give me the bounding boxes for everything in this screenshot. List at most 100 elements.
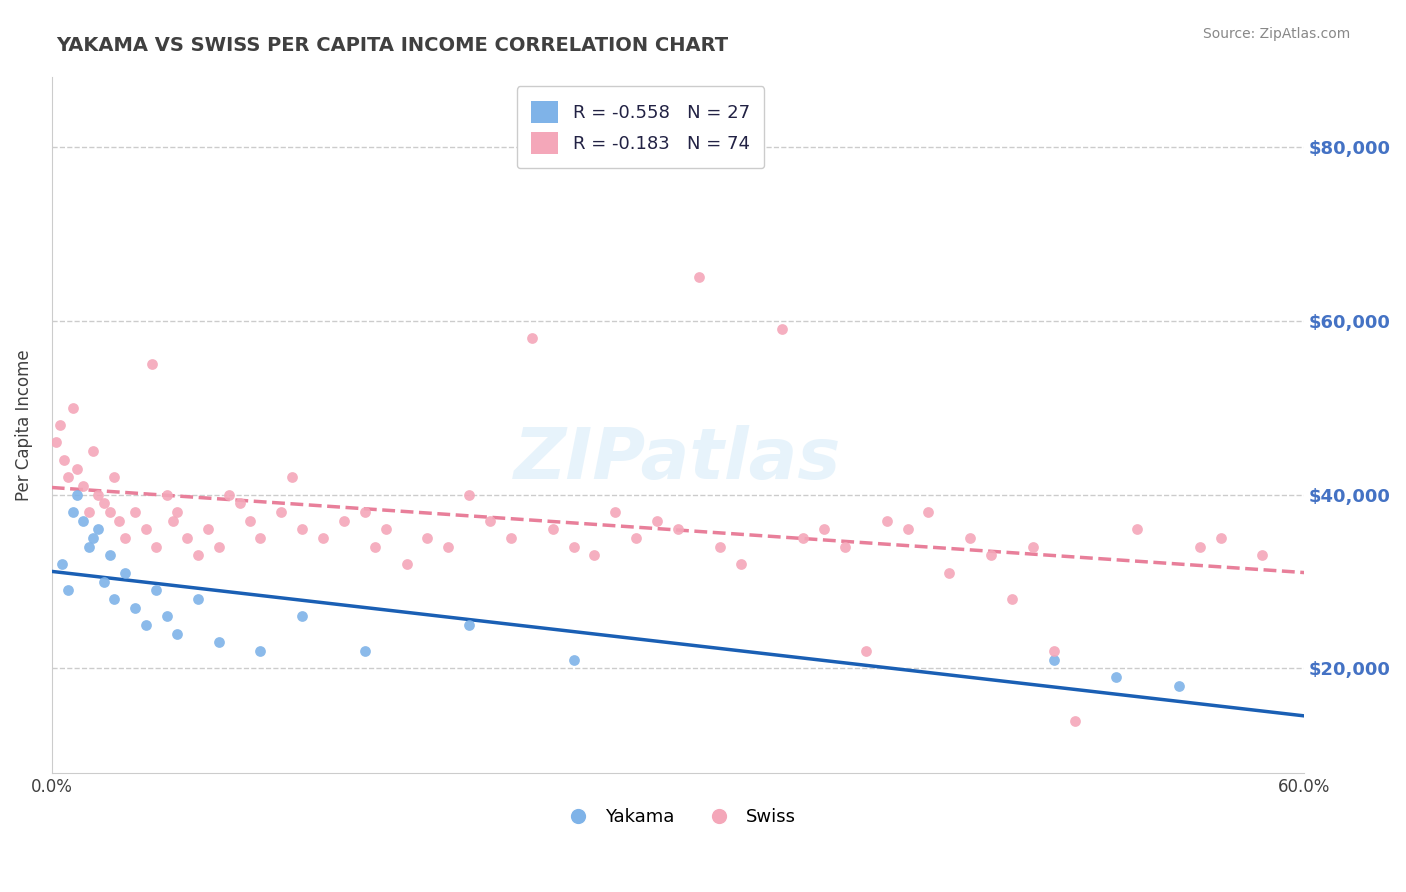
Point	[114, 566, 136, 580]
Point	[1105, 670, 1128, 684]
Point	[855, 644, 877, 658]
Text: YAKAMA VS SWISS PER CAPITA INCOME CORRELATION CHART: YAKAMA VS SWISS PER CAPITA INCOME CORREL…	[56, 36, 728, 54]
Point	[86, 522, 108, 536]
Point	[124, 505, 146, 519]
Point	[709, 540, 731, 554]
Point	[155, 488, 177, 502]
Point	[82, 531, 104, 545]
Point	[281, 470, 304, 484]
Point	[66, 488, 89, 502]
Point	[1209, 531, 1232, 545]
Point	[72, 514, 94, 528]
Point	[813, 522, 835, 536]
Point	[1167, 679, 1189, 693]
Point	[416, 531, 439, 545]
Point	[239, 514, 262, 528]
Point	[1001, 591, 1024, 606]
Point	[103, 470, 125, 484]
Point	[624, 531, 647, 545]
Point	[458, 488, 481, 502]
Point	[98, 549, 121, 563]
Point	[917, 505, 939, 519]
Point	[353, 505, 375, 519]
Point	[141, 357, 163, 371]
Point	[364, 540, 387, 554]
Point	[270, 505, 292, 519]
Point	[162, 514, 184, 528]
Point	[605, 505, 627, 519]
Point	[458, 618, 481, 632]
Point	[312, 531, 335, 545]
Point	[980, 549, 1002, 563]
Point	[395, 557, 418, 571]
Point	[770, 322, 793, 336]
Point	[197, 522, 219, 536]
Point	[666, 522, 689, 536]
Point	[62, 401, 84, 415]
Point	[645, 514, 668, 528]
Point	[98, 505, 121, 519]
Point	[208, 635, 231, 649]
Point	[938, 566, 960, 580]
Point	[541, 522, 564, 536]
Point	[155, 609, 177, 624]
Point	[86, 488, 108, 502]
Point	[228, 496, 250, 510]
Point	[583, 549, 606, 563]
Point	[135, 618, 157, 632]
Point	[959, 531, 981, 545]
Point	[1188, 540, 1211, 554]
Point	[124, 600, 146, 615]
Point	[145, 540, 167, 554]
Point	[218, 488, 240, 502]
Point	[730, 557, 752, 571]
Point	[176, 531, 198, 545]
Point	[374, 522, 396, 536]
Point	[66, 461, 89, 475]
Point	[353, 644, 375, 658]
Point	[249, 644, 271, 658]
Point	[49, 418, 72, 433]
Point	[45, 435, 67, 450]
Point	[166, 626, 188, 640]
Point	[249, 531, 271, 545]
Point	[187, 591, 209, 606]
Point	[792, 531, 814, 545]
Point	[291, 522, 314, 536]
Point	[876, 514, 898, 528]
Point	[479, 514, 502, 528]
Point	[107, 514, 129, 528]
Point	[1251, 549, 1274, 563]
Point	[58, 470, 80, 484]
Point	[72, 479, 94, 493]
Point	[520, 331, 543, 345]
Point	[58, 583, 80, 598]
Point	[114, 531, 136, 545]
Point	[208, 540, 231, 554]
Text: Source: ZipAtlas.com: Source: ZipAtlas.com	[1202, 27, 1350, 41]
Y-axis label: Per Capita Income: Per Capita Income	[15, 350, 32, 501]
Point	[93, 496, 115, 510]
Point	[62, 505, 84, 519]
Point	[688, 270, 710, 285]
Point	[103, 591, 125, 606]
Point	[499, 531, 522, 545]
Legend: Yakama, Swiss: Yakama, Swiss	[553, 801, 804, 833]
Point	[291, 609, 314, 624]
Point	[79, 540, 101, 554]
Point	[562, 540, 585, 554]
Point	[1126, 522, 1149, 536]
Point	[834, 540, 856, 554]
Point	[562, 653, 585, 667]
Point	[166, 505, 188, 519]
Point	[135, 522, 157, 536]
Point	[51, 557, 73, 571]
Point	[82, 444, 104, 458]
Text: ZIPatlas: ZIPatlas	[515, 425, 842, 494]
Point	[187, 549, 209, 563]
Point	[53, 453, 76, 467]
Point	[93, 574, 115, 589]
Point	[437, 540, 460, 554]
Point	[1022, 540, 1045, 554]
Point	[145, 583, 167, 598]
